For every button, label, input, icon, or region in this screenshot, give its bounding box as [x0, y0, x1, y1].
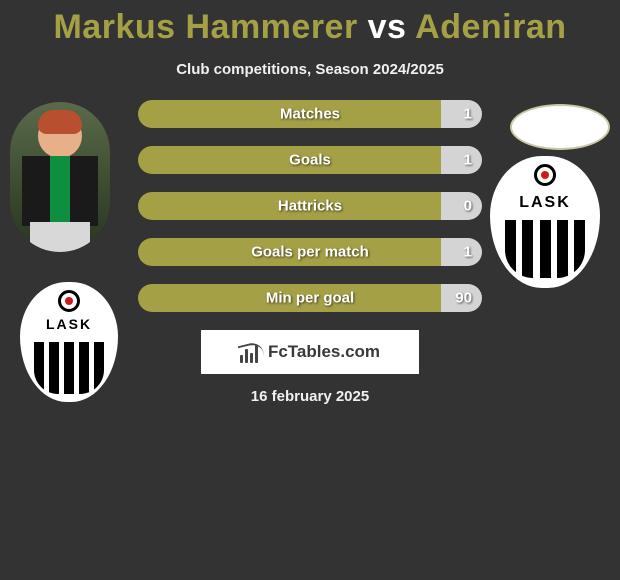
stat-bars: Matches 1 Goals 1 Hattricks 0 Goals per … [138, 100, 482, 312]
player1-club-badge: LASK [20, 282, 118, 402]
watermark-icon [240, 341, 262, 363]
stat-label: Goals per match [138, 244, 482, 261]
stat-value-right: 90 [455, 290, 472, 307]
stat-value-right: 1 [464, 244, 472, 261]
stat-bar-hattricks: Hattricks 0 [138, 192, 482, 220]
stat-value-right: 0 [464, 198, 472, 215]
player2-avatar [510, 104, 610, 150]
player1-avatar [10, 102, 110, 252]
stat-value-right: 1 [464, 106, 472, 123]
watermark: FcTables.com [201, 330, 419, 374]
stat-label: Goals [138, 152, 482, 169]
stat-bar-mpg: Min per goal 90 [138, 284, 482, 312]
player2-club-badge: LASK [490, 156, 600, 288]
subtitle: Club competitions, Season 2024/2025 [0, 61, 620, 78]
stat-bar-goals: Goals 1 [138, 146, 482, 174]
stat-label: Min per goal [138, 290, 482, 307]
player1-name: Markus Hammerer [53, 8, 357, 46]
stat-label: Hattricks [138, 198, 482, 215]
club-badge-label: LASK [490, 194, 600, 212]
watermark-text: FcTables.com [268, 342, 380, 362]
stat-bar-matches: Matches 1 [138, 100, 482, 128]
stat-bar-gpm: Goals per match 1 [138, 238, 482, 266]
page-title: Markus Hammerer vs Adeniran [0, 0, 620, 47]
vs-separator: vs [368, 8, 407, 46]
stat-value-right: 1 [464, 152, 472, 169]
player2-name: Adeniran [415, 8, 566, 46]
stat-label: Matches [138, 106, 482, 123]
club-badge-label: LASK [20, 316, 118, 332]
content-area: LASK LASK Matches 1 Goals 1 Hattricks 0 [0, 100, 620, 312]
